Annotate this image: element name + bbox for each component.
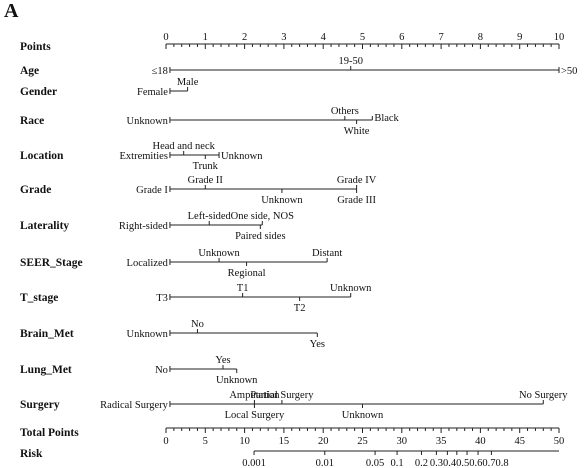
points-axis-label: Points [20, 41, 51, 53]
total-points-tick-label: 40 [475, 436, 486, 447]
level-label-t-stage-t3: T3 [156, 293, 168, 304]
total-points-axis-label: Total Points [20, 427, 79, 439]
level-label-laterality-paired-sides: Paired sides [235, 231, 285, 242]
total-points-tick-label: 0 [163, 436, 168, 447]
level-label-gender-female: Female [137, 87, 168, 98]
level-label-brain-met-no: No [191, 319, 204, 330]
level-label-seer-stage-distant: Distant [312, 248, 342, 259]
points-tick-label: 6 [399, 32, 404, 43]
level-label-lung-met-unknown: Unknown [216, 375, 258, 386]
level-label-surgery-no-surgery: No Surgery [519, 390, 568, 401]
points-tick-label: 2 [242, 32, 247, 43]
risk-tick-label: 0.6 [469, 458, 482, 468]
level-label-grade-unknown: Unknown [261, 195, 303, 206]
total-points-tick-label: 15 [279, 436, 290, 447]
points-tick-label: 7 [438, 32, 443, 43]
row-label-age: Age [20, 65, 39, 77]
total-points-tick-label: 20 [318, 436, 329, 447]
points-tick-label: 3 [281, 32, 286, 43]
row-label-seer-stage: SEER_Stage [20, 257, 83, 269]
level-label-brain-met-yes: Yes [310, 339, 325, 350]
level-label-laterality-right-sided: Right-sided [119, 221, 169, 232]
level-label-grade-grade-iii: Grade III [337, 195, 376, 206]
level-label-laterality-one-side-nos: One side, NOS [231, 211, 294, 222]
level-label-seer-stage-unknown: Unknown [198, 248, 240, 259]
total-points-tick-label: 35 [436, 436, 447, 447]
level-label-location-head-and-neck: Head and neck [152, 141, 215, 152]
points-tick-label: 4 [321, 32, 327, 43]
level-label-grade-grade-ii: Grade II [188, 175, 224, 186]
level-label-grade-grade-iv: Grade IV [337, 175, 377, 186]
level-label-t-stage-t1: T1 [237, 283, 249, 294]
row-label-lung-met: Lung_Met [20, 364, 72, 376]
row-label-grade: Grade [20, 184, 51, 196]
level-label-age-18: ≤18 [152, 66, 168, 77]
points-tick-label: 0 [163, 32, 168, 43]
level-label-t-stage-unknown: Unknown [330, 283, 372, 294]
risk-tick-label: 0.4 [443, 458, 457, 468]
level-label-surgery-local-surgery: Local Surgery [225, 410, 285, 421]
risk-tick-label: 0.7 [482, 458, 495, 468]
level-label-age-50: >50 [561, 66, 577, 77]
risk-tick-label: 0.2 [415, 458, 428, 468]
level-label-gender-male: Male [177, 77, 199, 88]
level-label-location-extremities: Extremities [120, 151, 168, 162]
total-points-tick-label: 25 [357, 436, 368, 447]
level-label-lung-met-yes: Yes [215, 355, 230, 366]
row-label-laterality: Laterality [20, 220, 69, 232]
total-points-tick-label: 50 [554, 436, 565, 447]
row-label-race: Race [20, 115, 44, 127]
level-label-laterality-left-sided: Left-sided [188, 211, 232, 222]
level-label-race-unknown: Unknown [127, 116, 169, 127]
risk-tick-label: 0.05 [366, 458, 384, 468]
risk-tick-label: 0.001 [242, 458, 266, 468]
level-label-seer-stage-localized: Localized [127, 258, 169, 269]
row-label-brain-met: Brain_Met [20, 328, 74, 340]
total-points-tick-label: 30 [397, 436, 408, 447]
risk-tick-label: 0.5 [456, 458, 469, 468]
points-tick-label: 8 [478, 32, 483, 43]
total-points-tick-label: 5 [203, 436, 208, 447]
risk-tick-label: 0.3 [430, 458, 443, 468]
level-label-surgery-amputation: Amputation [229, 390, 280, 401]
level-label-age-19-50: 19-50 [338, 56, 363, 67]
risk-tick-label: 0.8 [495, 458, 508, 468]
row-label-surgery: Surgery [20, 399, 60, 411]
level-label-race-black: Black [374, 113, 399, 124]
level-label-location-trunk: Trunk [193, 161, 219, 172]
level-label-lung-met-no: No [155, 365, 168, 376]
level-label-grade-grade-i: Grade I [136, 185, 168, 196]
risk-axis-label: Risk [20, 448, 43, 460]
level-label-surgery-partial-surgery: Partial Surgery [250, 390, 314, 401]
level-label-t-stage-t2: T2 [294, 303, 306, 314]
level-label-surgery-radical-surgery: Radical Surgery [100, 400, 168, 411]
level-label-race-others: Others [331, 106, 359, 117]
total-points-tick-label: 45 [514, 436, 525, 447]
total-points-tick-label: 10 [239, 436, 250, 447]
points-tick-label: 1 [203, 32, 208, 43]
level-label-surgery-unknown: Unknown [342, 410, 384, 421]
risk-tick-label: 0.1 [391, 458, 404, 468]
level-label-seer-stage-regional: Regional [228, 268, 266, 279]
level-label-brain-met-unknown: Unknown [127, 329, 169, 340]
row-label-gender: Gender [20, 86, 57, 98]
level-label-location-unknown: Unknown [221, 151, 263, 162]
points-tick-label: 9 [517, 32, 522, 43]
row-label-t-stage: T_stage [20, 292, 58, 304]
panel-label: A [4, 0, 19, 22]
row-label-location: Location [20, 150, 64, 162]
level-label-race-white: White [344, 126, 370, 137]
points-tick-label: 10 [554, 32, 565, 43]
points-tick-label: 5 [360, 32, 365, 43]
risk-tick-label: 0.01 [316, 458, 334, 468]
